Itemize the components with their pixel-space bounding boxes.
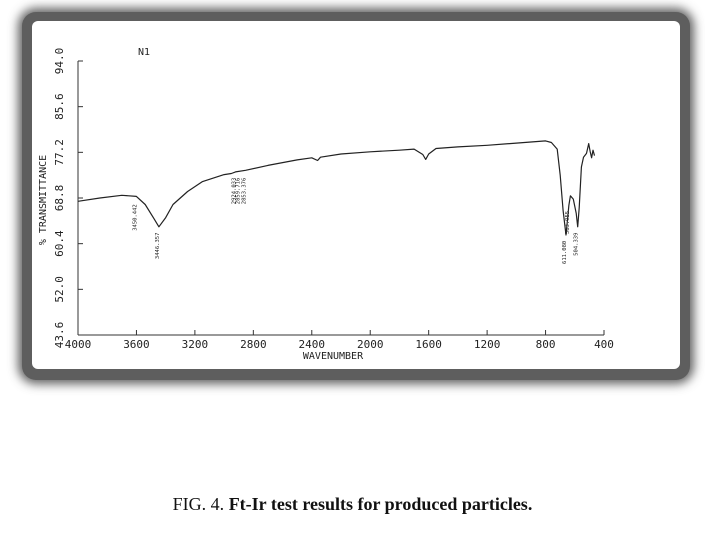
peak-label: 611.080	[562, 241, 568, 264]
plot-panel	[32, 21, 680, 369]
x-ticks: 4000 3600 3200 2800 2400 2000 1600 1200 800 400	[65, 330, 614, 351]
y-tick-label: 94.0	[53, 48, 66, 75]
peak-label: 2859.716	[236, 178, 242, 205]
x-tick-label: 800	[536, 338, 556, 351]
caption-prefix: FIG. 4.	[172, 494, 225, 514]
y-tick-label: 85.6	[53, 93, 66, 120]
y-ticks: 43.6 52.0 60.4 68.8 77.2 85.6 94.0	[53, 48, 83, 349]
x-tick-label: 3200	[182, 338, 209, 351]
axes	[77, 61, 604, 336]
y-tick-label: 68.8	[53, 185, 66, 212]
x-tick-label: 1600	[415, 338, 442, 351]
x-tick-label: 2000	[357, 338, 384, 351]
x-tick-label: 3600	[123, 338, 150, 351]
chart-title: N1	[138, 47, 150, 58]
x-tick-label: 2400	[299, 338, 326, 351]
y-tick-label: 77.2	[53, 139, 66, 166]
peak-label: 3446.357	[155, 233, 161, 260]
x-tick-label: 1200	[474, 338, 501, 351]
peak-label: 3450.442	[132, 204, 138, 231]
ftir-chart: 4000 3600 3200 2800 2400 2000 1600 1200 800 400 4…	[38, 47, 614, 362]
x-tick-label: 4000	[65, 338, 92, 351]
spectrum-line	[77, 140, 596, 236]
peak-label: 563.955	[565, 211, 571, 234]
caption-title: Ft-Ir test results for produced particle…	[228, 494, 533, 514]
x-tick-label: 2800	[240, 338, 267, 351]
x-axis-label: WAVENUMBER	[303, 351, 364, 362]
figure-caption: FIG. 4. Ft-Ir test results for produced …	[0, 494, 705, 515]
peak-label: 504.339	[574, 233, 580, 256]
y-tick-label: 52.0	[53, 276, 66, 303]
peak-label: 2853.376	[242, 178, 248, 205]
x-tick-label: 400	[594, 338, 614, 351]
y-tick-label: 60.4	[53, 230, 66, 257]
y-tick-label: 43.6	[53, 322, 66, 349]
y-axis-label: % TRANSMITTANCE	[38, 155, 49, 245]
peak-label: 2924.033	[232, 178, 238, 205]
spectrum-series	[77, 140, 596, 236]
